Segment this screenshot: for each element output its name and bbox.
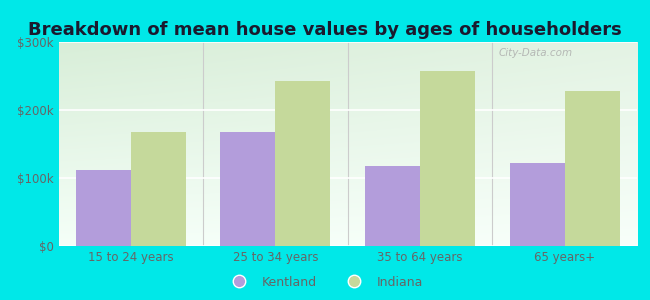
Legend: Kentland, Indiana: Kentland, Indiana — [222, 271, 428, 294]
Bar — [76, 170, 131, 246]
Bar — [365, 166, 420, 246]
Text: Breakdown of mean house values by ages of householders: Breakdown of mean house values by ages o… — [28, 21, 622, 39]
Bar — [220, 132, 276, 246]
Bar — [420, 70, 475, 246]
Text: City-Data.com: City-Data.com — [498, 48, 572, 58]
Bar — [510, 163, 565, 246]
Bar — [276, 81, 330, 246]
Bar — [565, 91, 619, 246]
Bar — [131, 132, 186, 246]
